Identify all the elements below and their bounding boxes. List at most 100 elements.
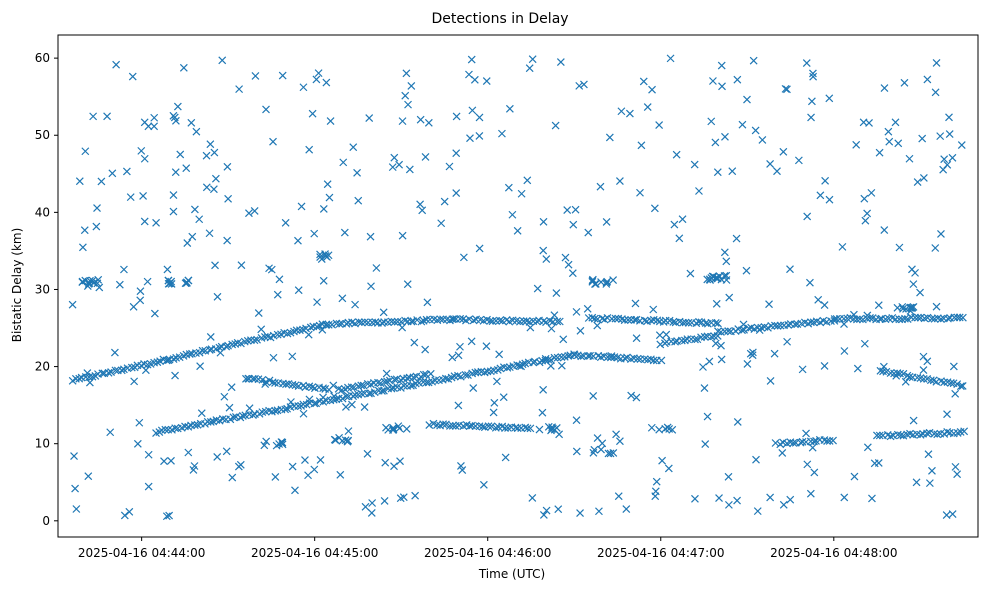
data-point <box>711 339 720 348</box>
data-point <box>211 261 219 270</box>
y-axis-label: Bistatic Delay (km) <box>10 228 24 343</box>
data-point <box>93 279 102 288</box>
data-point <box>708 272 717 281</box>
data-point <box>798 437 807 446</box>
data-point <box>640 316 649 325</box>
data-point <box>312 75 321 84</box>
data-point <box>943 428 952 436</box>
y-tick-label: 50 <box>35 128 50 142</box>
data-point <box>304 330 313 339</box>
data-point <box>547 324 556 333</box>
data-point <box>399 381 408 390</box>
data-point <box>103 112 112 121</box>
data-point <box>360 318 369 327</box>
data-point <box>83 369 92 378</box>
data-point <box>456 342 464 351</box>
data-point <box>171 168 180 177</box>
data-point <box>260 441 269 450</box>
data-point <box>625 109 634 118</box>
data-point <box>914 313 922 322</box>
data-point <box>499 393 508 402</box>
data-point <box>329 395 338 404</box>
data-point <box>251 72 260 80</box>
data-point <box>753 507 762 516</box>
data-point <box>436 315 445 324</box>
data-point <box>454 371 462 380</box>
data-point <box>139 192 148 200</box>
data-point <box>678 215 687 224</box>
data-point <box>278 440 287 449</box>
data-point <box>224 194 233 203</box>
data-point <box>903 430 912 439</box>
data-point <box>623 353 631 362</box>
data-point <box>913 178 922 187</box>
data-point <box>354 318 363 326</box>
data-point <box>542 506 551 515</box>
data-point <box>360 403 369 412</box>
data-point <box>410 338 419 347</box>
data-point <box>403 280 412 289</box>
data-point <box>153 358 162 367</box>
data-point <box>919 173 928 182</box>
data-point <box>246 336 255 345</box>
data-point <box>235 85 244 94</box>
data-point <box>238 412 247 420</box>
data-point <box>651 487 660 496</box>
data-point <box>171 424 180 433</box>
data-point <box>899 369 908 378</box>
data-point <box>330 392 338 401</box>
data-point <box>357 381 366 390</box>
data-point <box>766 376 775 385</box>
data-point <box>331 436 340 444</box>
data-point <box>771 439 780 447</box>
data-point <box>467 337 476 346</box>
data-point <box>165 279 174 288</box>
data-point <box>417 317 426 326</box>
data-point <box>649 356 658 365</box>
data-point <box>452 112 461 121</box>
data-point <box>484 422 493 431</box>
data-point <box>783 85 791 94</box>
data-point <box>953 380 962 389</box>
data-point <box>724 327 733 335</box>
data-point <box>945 113 953 122</box>
data-point <box>393 317 402 326</box>
data-point <box>367 282 375 291</box>
data-point <box>916 288 924 297</box>
data-point <box>140 118 149 127</box>
data-point <box>342 392 351 401</box>
data-point <box>733 75 742 84</box>
data-point <box>949 362 958 371</box>
data-point <box>378 387 386 395</box>
data-point <box>339 158 348 167</box>
data-point <box>614 492 623 501</box>
data-point <box>703 412 712 421</box>
data-point <box>110 348 119 357</box>
data-point <box>395 160 404 169</box>
x-tick-label: 2025-04-16 04:46:00 <box>424 546 551 560</box>
data-point <box>150 309 159 318</box>
data-point <box>316 456 325 464</box>
data-point <box>611 314 620 323</box>
data-point <box>418 206 427 215</box>
data-point <box>308 109 317 118</box>
data-point <box>242 374 250 383</box>
data-point <box>640 355 649 364</box>
data-point <box>937 229 945 238</box>
data-point <box>909 280 918 289</box>
data-point <box>900 78 909 87</box>
data-point <box>717 341 725 350</box>
data-point <box>535 425 544 434</box>
data-point <box>738 326 746 335</box>
data-point <box>379 308 388 317</box>
data-point <box>137 146 146 155</box>
data-point <box>505 104 514 113</box>
data-point <box>198 346 207 355</box>
data-point <box>363 449 372 458</box>
data-point <box>786 495 795 504</box>
data-point <box>555 430 564 439</box>
data-point <box>563 206 572 214</box>
data-point <box>351 390 360 399</box>
data-point <box>576 326 585 335</box>
data-point <box>781 84 790 93</box>
